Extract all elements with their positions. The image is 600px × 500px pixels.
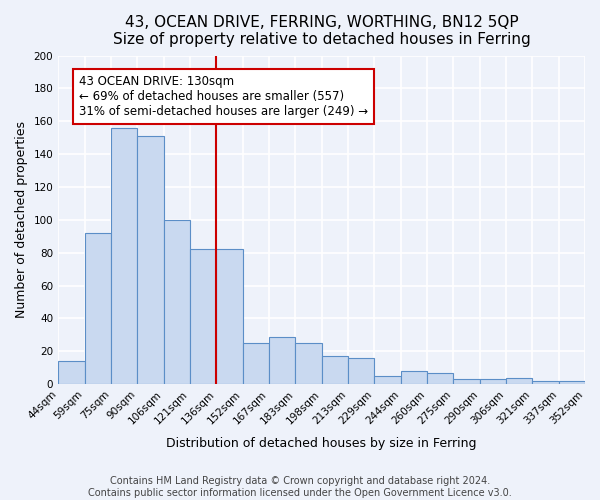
Bar [374, 376, 401, 384]
Bar [348, 358, 374, 384]
Bar [479, 379, 506, 384]
Bar [137, 136, 164, 384]
Bar [58, 361, 85, 384]
Bar [295, 343, 322, 384]
Bar [85, 233, 111, 384]
Bar [427, 372, 453, 384]
Bar [190, 250, 216, 384]
Bar [559, 381, 585, 384]
Bar [111, 128, 137, 384]
Text: 43 OCEAN DRIVE: 130sqm
← 69% of detached houses are smaller (557)
31% of semi-de: 43 OCEAN DRIVE: 130sqm ← 69% of detached… [79, 75, 368, 118]
Bar [532, 381, 559, 384]
Bar [164, 220, 190, 384]
Bar [453, 379, 479, 384]
Bar [506, 378, 532, 384]
Y-axis label: Number of detached properties: Number of detached properties [15, 122, 28, 318]
Bar [401, 371, 427, 384]
Text: Contains HM Land Registry data © Crown copyright and database right 2024.
Contai: Contains HM Land Registry data © Crown c… [88, 476, 512, 498]
Bar [242, 343, 269, 384]
X-axis label: Distribution of detached houses by size in Ferring: Distribution of detached houses by size … [166, 437, 477, 450]
Bar [216, 250, 242, 384]
Bar [322, 356, 348, 384]
Title: 43, OCEAN DRIVE, FERRING, WORTHING, BN12 5QP
Size of property relative to detach: 43, OCEAN DRIVE, FERRING, WORTHING, BN12… [113, 15, 530, 48]
Bar [269, 336, 295, 384]
